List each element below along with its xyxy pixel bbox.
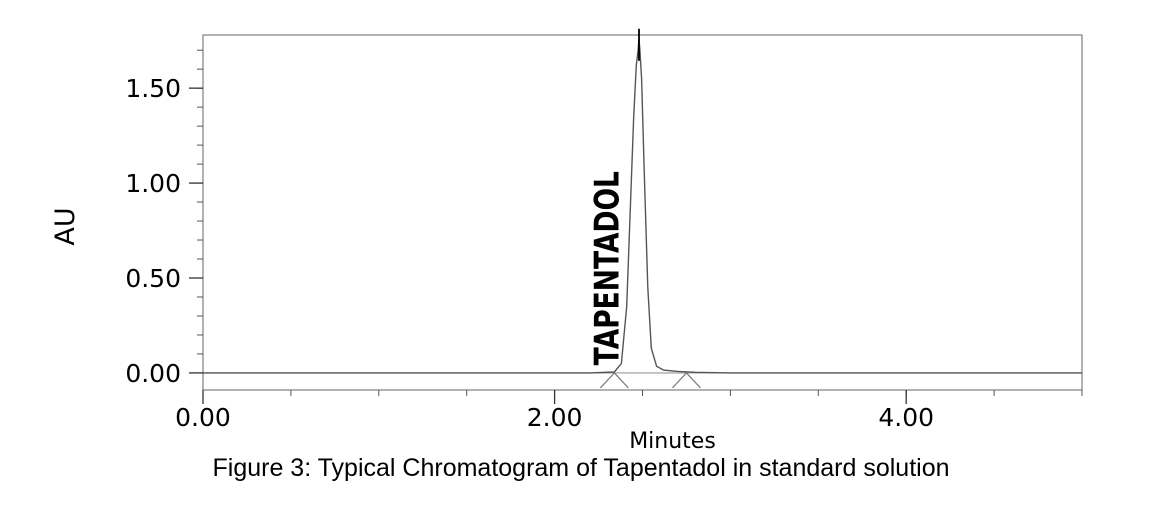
y-tick-label: 1.00 [125,169,181,198]
y-axis: 0.00 0.50 1.00 1.50 [125,49,203,388]
y-axis-label: AU [50,207,81,245]
y-tick-label: 0.00 [125,359,181,388]
x-tick-label: 2.00 [527,403,583,432]
peak-label: TAPENTADOL [588,171,627,365]
x-tick-label: 4.00 [878,403,934,432]
x-axis-label: Minutes [629,429,716,450]
y-tick-label: 1.50 [125,74,181,103]
baseline-markers [599,372,701,389]
chart-svg: 0.00 0.50 1.00 1.50 0.00 2.00 4.00 AU Minutes… [50,28,1083,454]
x-axis: 0.00 2.00 4.00 [175,390,1083,432]
series-line [203,38,1082,374]
baseline-marker [672,372,701,389]
baseline-marker [599,372,629,389]
x-tick-label: 0.00 [175,403,231,432]
figure-caption: Figure 3: Typical Chromatogram of Tapent… [212,454,950,482]
y-tick-label: 0.50 [125,264,181,293]
